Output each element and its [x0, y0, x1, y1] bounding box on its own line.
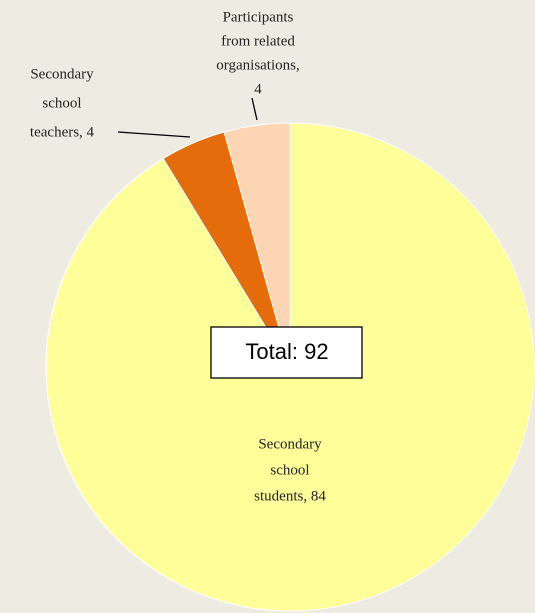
data-label: teachers, 4 [30, 124, 95, 140]
pie-slice [223, 122, 291, 368]
data-label: school [270, 462, 309, 478]
leader-line [251, 97, 258, 121]
leader-line [117, 131, 191, 138]
data-label: from related [221, 33, 295, 49]
labels: Secondary school students, 84 Secondary scho… [30, 9, 326, 504]
data-label: school [42, 95, 81, 111]
annotation-box [210, 326, 363, 379]
data-label: Secondary [30, 66, 94, 82]
data-label: Secondary [258, 436, 322, 452]
data-label: students, 84 [254, 488, 326, 504]
data-label: organisations, [216, 57, 299, 73]
data-label: Participants [223, 9, 294, 25]
annotation: Total: 92 [245, 339, 328, 364]
data-label: 4 [254, 81, 262, 97]
